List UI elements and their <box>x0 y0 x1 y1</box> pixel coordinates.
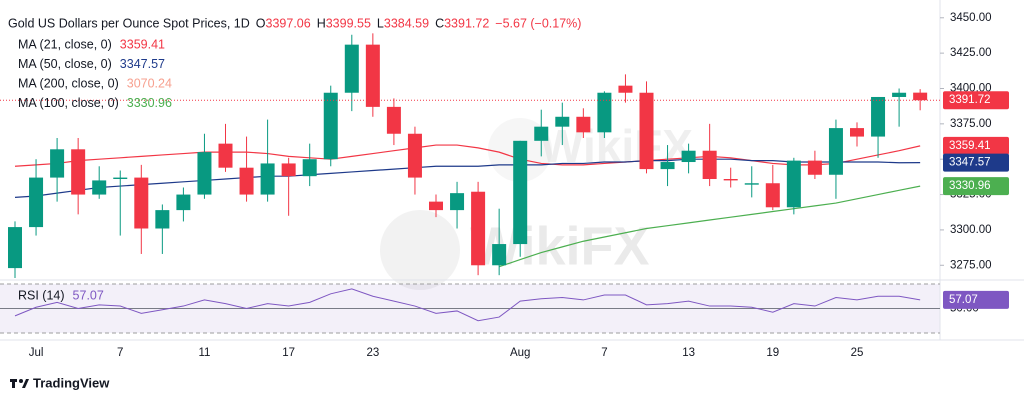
candle-body <box>134 177 149 229</box>
x-tick-label: 19 <box>766 347 779 359</box>
price-badge-label: 3391.72 <box>949 94 991 106</box>
chart-title: Gold US Dollars per Ounce Spot Prices, 1… <box>8 16 250 30</box>
legend-name: MA (50, close, 0) <box>18 57 112 71</box>
y-tick-label: 3275.00 <box>950 259 992 271</box>
x-tick-label: 13 <box>682 347 695 359</box>
candle-body <box>807 160 822 175</box>
candle-body <box>155 210 170 229</box>
candle-body <box>513 140 528 245</box>
ohlc-letter: H <box>317 16 326 30</box>
candle-body <box>176 194 191 211</box>
candle-body <box>260 163 275 195</box>
y-tick-label: 3425.00 <box>950 47 992 59</box>
candle-body <box>681 150 696 163</box>
price-badge-label: 3347.57 <box>949 157 991 169</box>
change: −5.67 (−0.17%) <box>495 16 581 30</box>
price-badge-label: 3359.41 <box>949 140 991 152</box>
x-tick-label: 11 <box>198 347 210 359</box>
ohlc-letter: C <box>435 16 444 30</box>
rsi-name: RSI (14) <box>18 288 65 302</box>
candle-body <box>828 128 843 175</box>
candle-body <box>239 167 254 195</box>
candle-body <box>29 177 44 228</box>
candle-body <box>365 44 380 107</box>
ohlc-letter: O <box>256 16 266 30</box>
legend-name: MA (21, close, 0) <box>18 37 112 51</box>
ma-line <box>498 185 921 268</box>
price-badge <box>943 153 1009 172</box>
candle-body <box>281 163 296 177</box>
price-badge <box>943 91 1009 110</box>
candle-body <box>913 92 928 101</box>
y-tick-label: 3375.00 <box>950 118 992 130</box>
candle-body <box>71 149 86 195</box>
candle-body <box>723 179 738 181</box>
candle-body <box>534 126 549 141</box>
candle-body <box>50 149 65 178</box>
brand: TradingView <box>33 375 110 390</box>
x-tick-label: 7 <box>117 347 123 359</box>
x-tick-label: 17 <box>282 347 295 359</box>
candle-body <box>323 92 338 160</box>
ohlc-value: 3399.55 <box>326 16 371 30</box>
candle-body <box>639 92 654 170</box>
x-tick-label: Aug <box>510 347 530 359</box>
price-badge-label: 3330.96 <box>949 180 991 192</box>
price-badge-label: 57.07 <box>949 294 978 306</box>
rsi-line <box>14 288 921 322</box>
legend-value: 3359.41 <box>120 37 165 51</box>
candle-body <box>618 85 633 93</box>
x-tick-label: Jul <box>29 347 44 359</box>
candle-body <box>8 227 22 269</box>
ma-line <box>14 144 921 167</box>
candle-body <box>871 96 886 137</box>
legend-name: MA (100, close, 0) <box>18 96 119 110</box>
candle-body <box>197 152 212 195</box>
candle-body <box>386 106 401 134</box>
candle-body <box>555 116 570 127</box>
candle-body <box>407 133 422 178</box>
price-badge <box>943 177 1009 196</box>
legend-name: MA (200, close, 0) <box>18 76 119 90</box>
price-badge <box>943 136 1009 155</box>
x-tick-label: 23 <box>366 347 379 359</box>
candle-body <box>576 116 591 133</box>
y-tick-label: 3450.00 <box>950 12 992 24</box>
candle-body <box>850 128 864 137</box>
ohlc-value: 3397.06 <box>266 16 311 30</box>
ohlc-value: 3391.72 <box>444 16 489 30</box>
candle-body <box>450 193 465 211</box>
ohlc-letter: L <box>377 16 384 30</box>
candle-body <box>113 177 128 180</box>
candle-body <box>492 244 507 266</box>
watermark-logo <box>380 210 460 290</box>
candle-body <box>744 183 759 185</box>
candle-body <box>597 92 612 133</box>
candle-body <box>765 183 780 208</box>
candle-body <box>660 162 675 170</box>
x-tick-label: 7 <box>601 347 607 359</box>
brand-logo <box>10 379 29 388</box>
price-pane <box>8 33 928 278</box>
legend-value: 3347.57 <box>120 57 165 71</box>
ohlc-value: 3384.59 <box>384 16 429 30</box>
candle-body <box>429 201 443 211</box>
y-tick-label: 3300.00 <box>950 224 992 236</box>
candle-body <box>302 159 317 177</box>
candle-body <box>92 180 107 195</box>
candle-body <box>892 92 907 97</box>
x-tick-label: 25 <box>851 347 864 359</box>
candle-body <box>786 160 801 208</box>
legend-value: 3330.96 <box>127 96 172 110</box>
candle-body <box>702 150 717 180</box>
rsi-value: 57.07 <box>73 288 104 302</box>
candle-body <box>344 44 359 93</box>
legend-value: 3070.24 <box>127 76 172 90</box>
candle-body <box>218 143 233 168</box>
price-badge <box>943 290 1009 309</box>
candle-body <box>471 191 486 266</box>
ma-line <box>14 158 921 198</box>
